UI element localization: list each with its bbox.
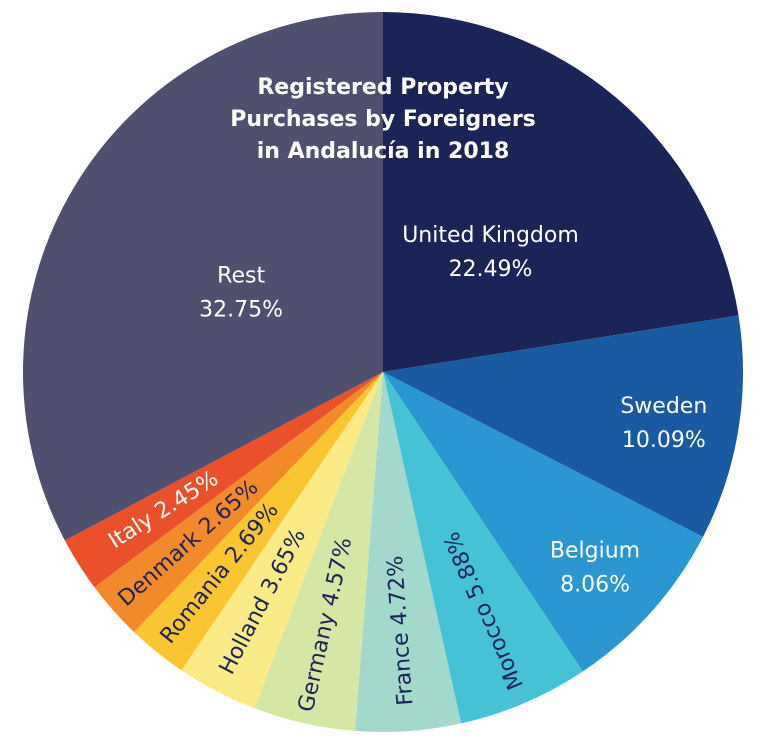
slice-value-france: 4.72% <box>383 555 413 626</box>
slice-name-france: France <box>388 625 419 707</box>
pie-labels: United Kingdom 22.49% Sweden 10.09% Belgium 8… <box>104 223 707 714</box>
chart-title-line-2: Purchases by Foreigners <box>230 107 536 132</box>
slice-label-france: France 4.72% <box>383 555 418 706</box>
pie-slice-romania <box>134 372 383 671</box>
slice-value-rest: 32.75% <box>199 298 283 323</box>
pie-slice-denmark <box>94 372 383 633</box>
pie-slice-united-kingdom <box>383 12 739 372</box>
pie-slice-holland <box>181 372 383 709</box>
pie-slice-rest <box>22 12 384 541</box>
slice-label-sweden: Sweden <box>620 394 707 419</box>
chart-title-line-1: Registered Property <box>257 75 508 100</box>
pie-slices <box>22 12 743 732</box>
pie-slice-germany <box>254 372 383 731</box>
pie-slice-morocco <box>383 372 583 724</box>
slice-value-belgium: 8.06% <box>560 573 630 598</box>
pie-slice-france <box>354 372 462 732</box>
chart-title-line-3: in Andalucía in 2018 <box>257 139 510 164</box>
slice-label-belgium: Belgium <box>550 539 640 564</box>
slice-value-united-kingdom: 22.49% <box>449 257 533 282</box>
pie-slice-sweden <box>383 315 743 538</box>
slice-label-united-kingdom: United Kingdom <box>402 223 579 248</box>
pie-slice-belgium <box>383 372 703 672</box>
pie-slice-italy <box>64 372 384 588</box>
slice-value-sweden: 10.09% <box>622 428 706 453</box>
slice-label-rest: Rest <box>217 264 265 289</box>
